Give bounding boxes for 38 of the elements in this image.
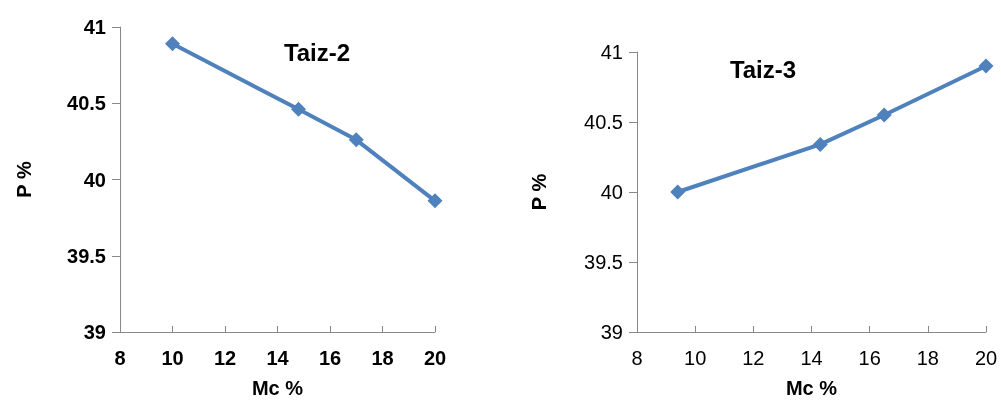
y-axis-title: P % bbox=[13, 161, 35, 198]
point bbox=[291, 101, 306, 117]
x-tick-label: 12 bbox=[213, 347, 237, 369]
x-axis-title: Mc % bbox=[251, 377, 304, 399]
point bbox=[978, 58, 994, 74]
point bbox=[427, 193, 443, 209]
point bbox=[348, 132, 364, 148]
y-tick-label: 40 bbox=[600, 181, 623, 203]
y-tick-label: 39 bbox=[83, 321, 106, 343]
y-tick-label: 40.5 bbox=[67, 92, 106, 115]
y-tick-label: 39.5 bbox=[67, 244, 106, 267]
y-axis-title: P % bbox=[528, 173, 550, 211]
x-axis-title: Mc % bbox=[785, 377, 838, 399]
text: Taiz-2 bbox=[283, 38, 351, 66]
point bbox=[876, 107, 892, 123]
x-tick-label: 14 bbox=[266, 347, 290, 369]
x-tick-label: 20 bbox=[974, 347, 998, 369]
y-tick-label: 39.5 bbox=[584, 251, 623, 273]
x-tick-label: 8 bbox=[631, 347, 643, 369]
point bbox=[812, 136, 828, 152]
y-tick-label: 41 bbox=[600, 41, 623, 63]
point bbox=[670, 184, 686, 200]
x-tick-label: 12 bbox=[742, 347, 765, 369]
point bbox=[165, 36, 180, 52]
x-tick-label: 14 bbox=[800, 347, 823, 369]
x-tick-label: 10 bbox=[684, 347, 707, 369]
x-tick-label: 20 bbox=[423, 347, 447, 369]
x-tick-label: 16 bbox=[318, 347, 342, 369]
y-tick-label: 41 bbox=[83, 16, 106, 38]
y-tick-label: 40 bbox=[83, 168, 106, 191]
chart-title: Taiz-3 bbox=[729, 55, 797, 83]
y-tick-label: 39 bbox=[600, 321, 623, 343]
x-tick-label: 18 bbox=[371, 347, 394, 369]
x-tick-label: 10 bbox=[161, 347, 184, 369]
x-tick-label: 8 bbox=[114, 347, 126, 369]
y-tick-label: 40.5 bbox=[584, 111, 623, 133]
x-tick-label: 16 bbox=[858, 347, 881, 369]
x-tick-label: 18 bbox=[916, 347, 939, 369]
